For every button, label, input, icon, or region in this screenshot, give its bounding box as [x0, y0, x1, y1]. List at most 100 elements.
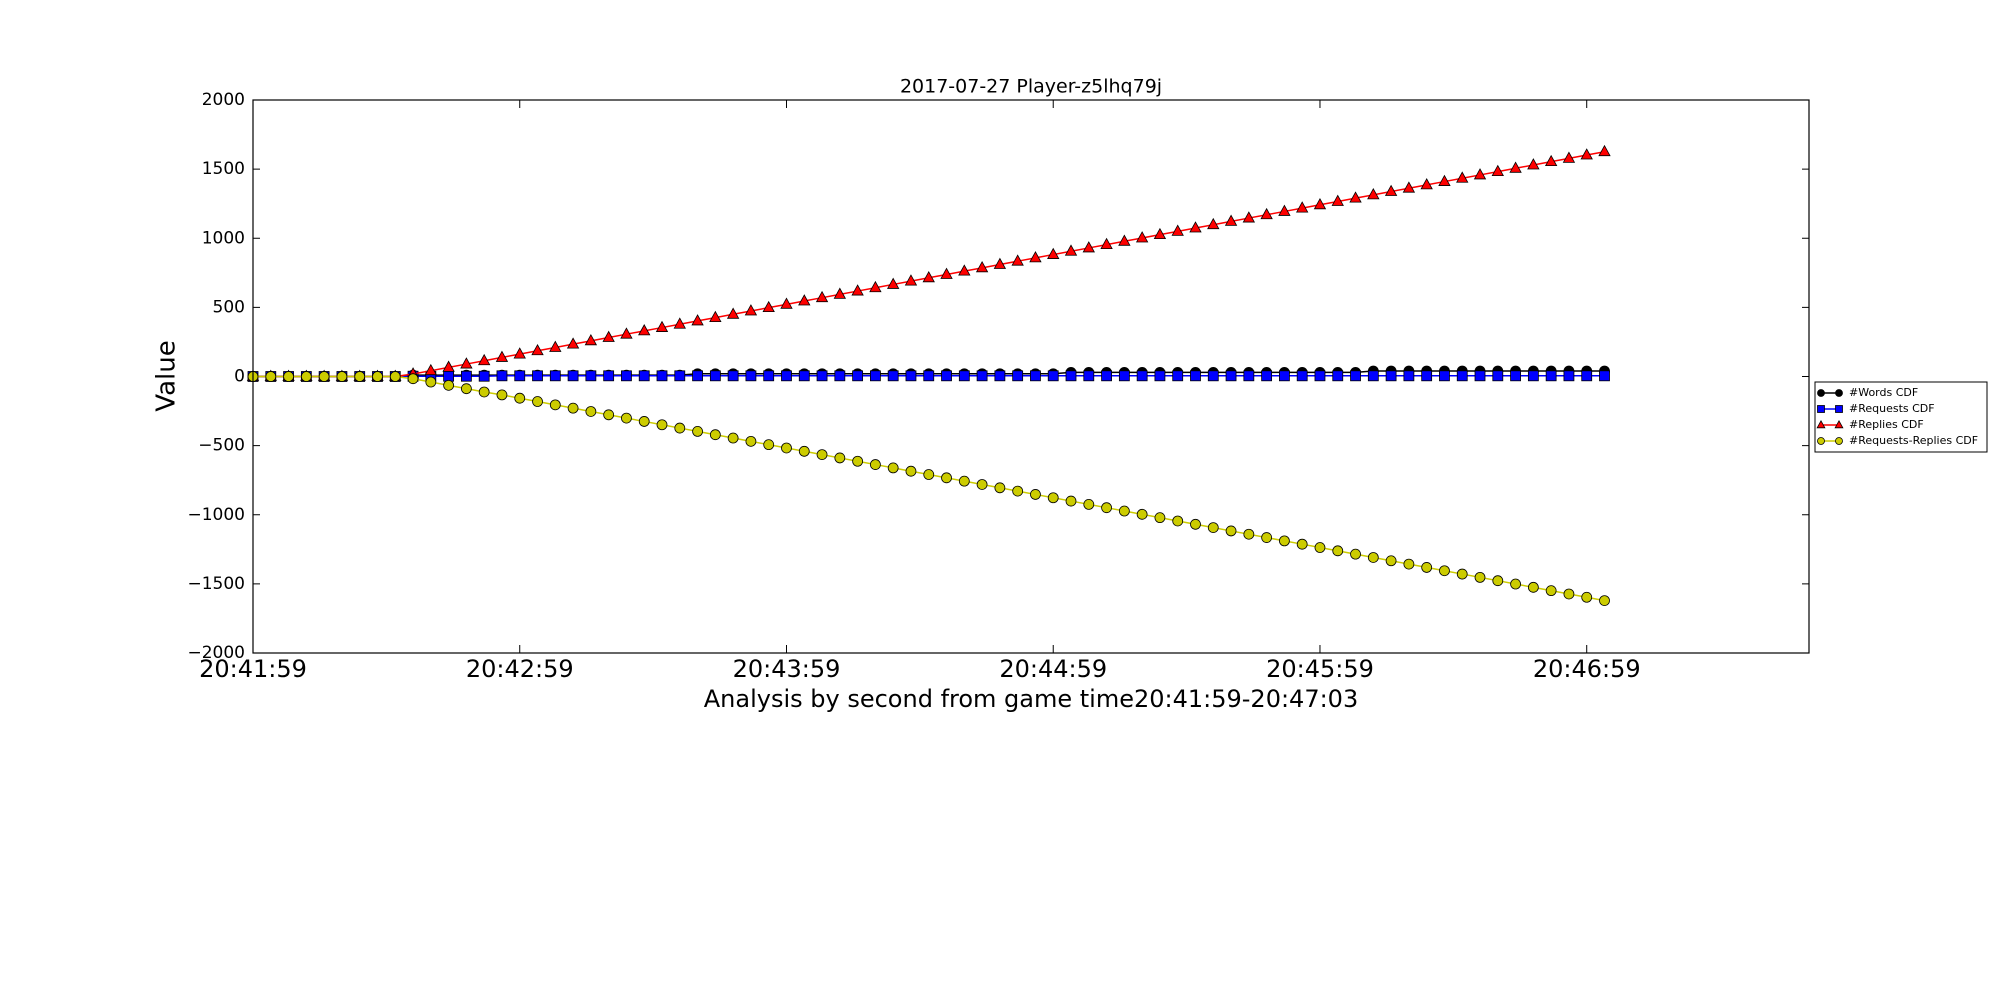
marker [1474, 370, 1486, 382]
marker [762, 300, 775, 313]
marker [674, 422, 686, 434]
marker [1296, 538, 1308, 550]
marker [496, 389, 508, 401]
y-tick-label: 500 [213, 297, 245, 317]
marker [532, 370, 543, 382]
marker [1011, 254, 1024, 266]
marker [1207, 217, 1220, 230]
marker [566, 337, 580, 349]
marker [1421, 562, 1433, 573]
marker [763, 439, 775, 451]
marker [745, 435, 757, 447]
marker [531, 343, 544, 356]
marker [887, 370, 899, 382]
marker [442, 360, 455, 372]
marker [354, 371, 366, 382]
x-tick-label: 20:45:59 [1266, 655, 1374, 683]
marker [1420, 178, 1433, 190]
marker [1474, 571, 1486, 583]
marker [603, 370, 615, 382]
marker [1439, 370, 1450, 382]
marker [1492, 370, 1504, 382]
marker [1190, 370, 1201, 382]
y-tick-label: 0 [234, 367, 245, 387]
marker [1118, 234, 1131, 246]
x-tick-label: 20:41:59 [199, 655, 307, 683]
marker [638, 416, 650, 427]
marker [852, 455, 864, 467]
marker [1153, 227, 1167, 240]
marker [549, 340, 562, 352]
marker [727, 370, 739, 382]
marker [1083, 370, 1095, 382]
x-axis-label: Analysis by second from game time20:41:5… [704, 685, 1358, 713]
marker [1599, 370, 1610, 382]
marker [496, 370, 508, 382]
marker [833, 287, 847, 299]
marker [1367, 552, 1379, 563]
marker [1545, 585, 1557, 597]
marker [1261, 532, 1273, 543]
marker [655, 320, 669, 332]
marker [1544, 154, 1558, 167]
marker [727, 432, 739, 444]
marker [443, 379, 455, 391]
marker [940, 267, 953, 279]
marker [1385, 555, 1397, 567]
marker [1314, 370, 1326, 382]
marker [958, 264, 971, 276]
marker [673, 317, 686, 329]
marker [1279, 535, 1290, 547]
marker [495, 350, 509, 362]
marker [976, 479, 988, 490]
legend-label: #Words CDF [1849, 386, 1918, 399]
marker [993, 257, 1007, 269]
marker [478, 370, 490, 382]
marker [923, 469, 935, 480]
marker [1421, 370, 1433, 382]
marker [1563, 370, 1575, 382]
marker [602, 330, 615, 342]
marker [887, 462, 899, 474]
marker [744, 304, 758, 316]
y-tick-label: 1000 [202, 228, 245, 248]
marker [1082, 241, 1095, 253]
marker [1047, 492, 1059, 504]
marker [638, 324, 651, 336]
marker [1278, 204, 1291, 216]
marker [975, 261, 989, 273]
x-tick-label: 20:42:59 [466, 655, 574, 683]
marker [1456, 370, 1468, 382]
marker [1367, 188, 1380, 200]
marker [1171, 224, 1184, 236]
y-tick-label: 1500 [202, 159, 245, 179]
marker [780, 297, 793, 309]
marker [834, 452, 846, 464]
marker [567, 402, 579, 414]
marker [1064, 244, 1078, 256]
marker [265, 371, 277, 382]
marker [584, 334, 598, 346]
marker [567, 370, 579, 382]
marker [1154, 512, 1166, 524]
legend-label: #Requests CDF [1849, 402, 1935, 415]
marker [283, 371, 294, 382]
marker [1243, 370, 1255, 382]
marker [389, 371, 401, 382]
marker [1492, 575, 1504, 587]
marker [425, 376, 437, 388]
marker [1100, 237, 1113, 250]
marker [1580, 148, 1593, 160]
marker [318, 371, 330, 382]
marker [656, 419, 668, 431]
marker [460, 370, 472, 382]
marker [1243, 528, 1255, 540]
legend-marker [1834, 419, 1844, 429]
marker [852, 370, 864, 382]
marker [798, 445, 810, 457]
marker [726, 307, 740, 319]
marker [443, 370, 455, 382]
marker [1384, 184, 1398, 196]
marker [1225, 525, 1237, 537]
marker [1065, 495, 1077, 507]
